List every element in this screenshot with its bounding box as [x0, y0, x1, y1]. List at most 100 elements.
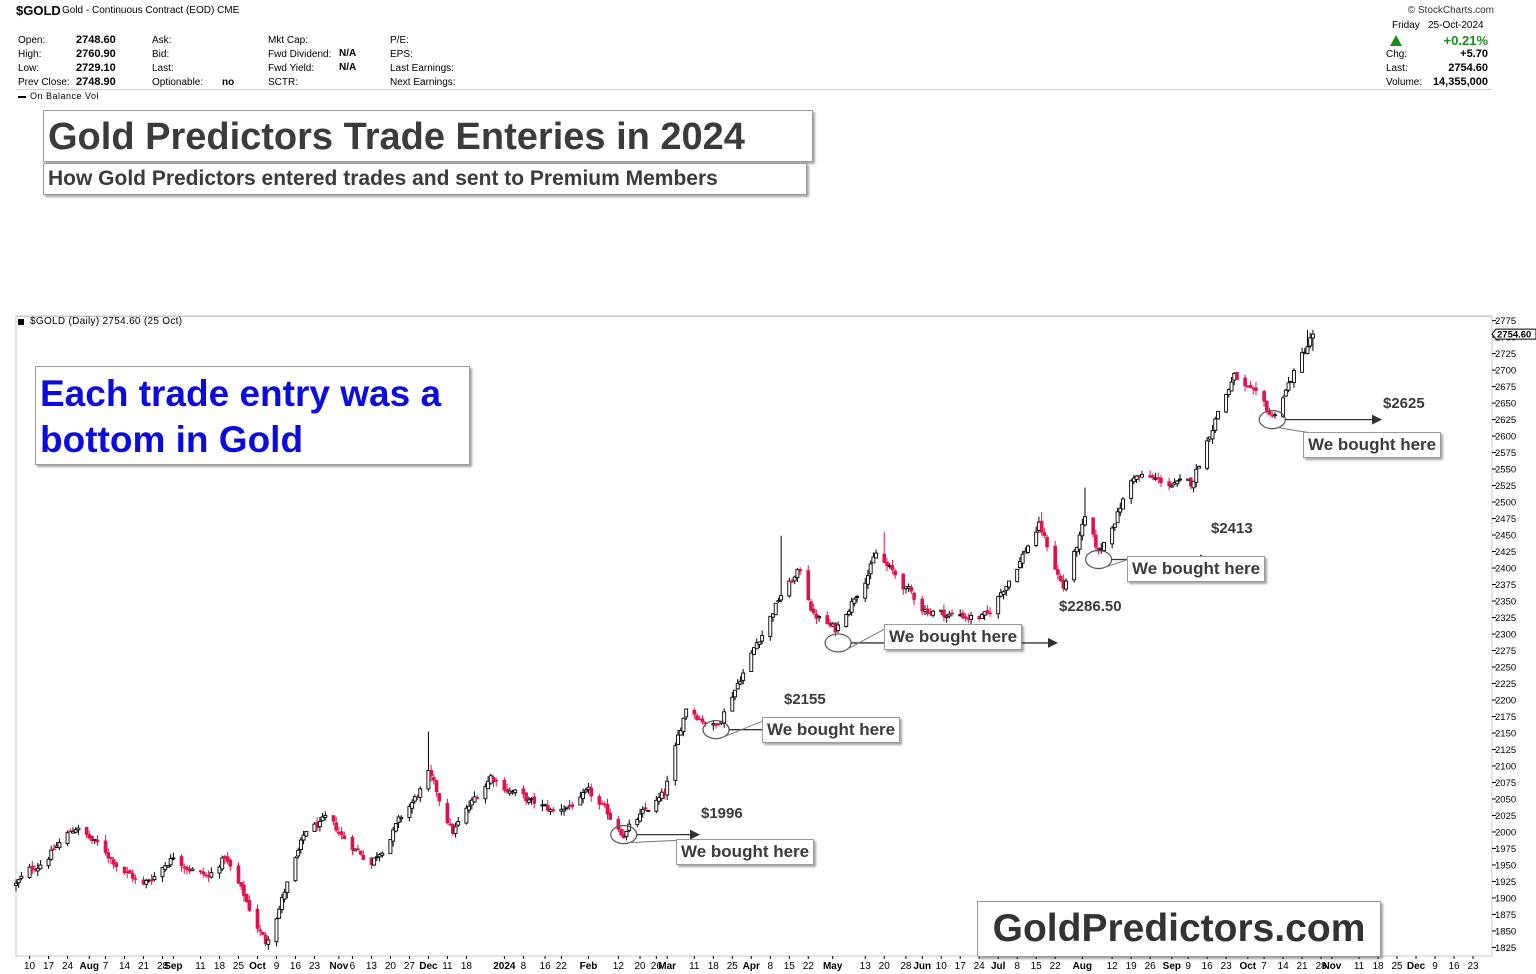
eps-label: EPS: — [390, 49, 413, 60]
x-tick-label: 18 — [461, 961, 473, 972]
candle-body — [296, 849, 301, 857]
candle-body — [301, 834, 306, 841]
candle-body — [920, 598, 925, 612]
candle-body — [562, 808, 567, 812]
candle-body — [1205, 440, 1210, 469]
x-tick-label: 7 — [103, 961, 109, 972]
candle-body — [624, 830, 629, 838]
y-tick-label: 2025 — [1495, 811, 1516, 822]
candle-body — [274, 918, 279, 943]
x-tick-label: Oct — [249, 961, 266, 972]
x-tick-label: 16 — [1202, 961, 1214, 972]
candle-body — [502, 779, 507, 791]
trade-4-label: We bought here — [1127, 556, 1266, 582]
x-tick-label: 15 — [1031, 961, 1043, 972]
y-tick-label: 2250 — [1495, 663, 1516, 674]
x-tick-label: 23 — [1467, 961, 1479, 972]
candle-body — [912, 592, 916, 600]
candle-body — [733, 689, 737, 698]
candle-body — [738, 680, 743, 685]
candle-body — [168, 857, 173, 866]
candle-body — [985, 610, 990, 614]
candle-body — [676, 734, 680, 746]
x-tick-label: Oct — [1239, 961, 1256, 972]
candle-body — [640, 809, 645, 814]
candle-body — [236, 865, 241, 884]
up-arrow-icon — [1390, 35, 1402, 46]
candle-body — [304, 830, 309, 837]
candle-body — [201, 871, 206, 875]
plot-frame — [15, 315, 1493, 957]
candle-body — [1291, 370, 1296, 384]
x-tick-label: 8 — [521, 961, 527, 972]
candle-body — [258, 929, 262, 932]
x-tick-label: 21 — [1297, 961, 1309, 972]
x-tick-label: Apr — [743, 961, 760, 972]
candle-body — [1058, 575, 1063, 582]
candle-body — [1191, 480, 1196, 489]
candle-body — [730, 696, 735, 712]
y-tick-label: 2275 — [1495, 646, 1516, 657]
candle-body — [678, 730, 683, 736]
x-tick-label: 12 — [1107, 961, 1119, 972]
x-tick-label: Aug — [1073, 961, 1092, 972]
candle-body — [95, 839, 100, 843]
x-tick-label: Aug — [80, 961, 99, 972]
x-tick-label: May — [823, 961, 843, 972]
trade-1-label: We bought here — [676, 839, 815, 865]
y-tick-label: 2775 — [1495, 316, 1516, 327]
candle-body — [1210, 430, 1215, 440]
y-tick-label: 2225 — [1495, 679, 1516, 690]
candle-body — [1216, 410, 1220, 420]
candle-body — [776, 600, 781, 603]
candle-body — [103, 840, 108, 853]
candle-body — [855, 595, 860, 598]
candle-body — [298, 839, 303, 851]
candle-body — [654, 799, 659, 812]
candle-body — [947, 613, 952, 617]
fwd-yield-label: Fwd Yield: — [268, 63, 315, 74]
x-tick-label: 13 — [366, 961, 378, 972]
candle-body — [279, 897, 284, 910]
x-tick-label: 2024 — [493, 961, 516, 972]
candle-body — [277, 908, 282, 919]
candle-body — [494, 779, 499, 782]
candle-body — [885, 561, 889, 566]
candle-body — [90, 835, 94, 842]
candle-body — [909, 586, 914, 592]
candle-body — [1056, 569, 1060, 575]
x-tick-label: 12 — [613, 961, 625, 972]
candle-body — [52, 848, 56, 851]
candle-body — [247, 899, 252, 911]
trade-arrow-head — [690, 829, 700, 840]
candle-body — [545, 805, 550, 811]
candle-body — [752, 647, 756, 655]
trade-arrow-head — [1048, 637, 1058, 648]
y-tick-label: 1850 — [1495, 926, 1516, 937]
last-earnings-label: Last Earnings: — [390, 63, 454, 74]
candle-body — [356, 848, 360, 851]
y-tick-label: 2725 — [1495, 349, 1516, 360]
symbol: $GOLD — [16, 3, 61, 18]
candle-body — [695, 715, 699, 720]
candle-body — [1039, 520, 1044, 533]
candle-body — [673, 745, 678, 781]
candle-body — [657, 797, 661, 802]
y-tick-label: 2675 — [1495, 382, 1516, 393]
open-label: Open: — [18, 35, 46, 46]
candle-body — [1281, 397, 1286, 417]
y-tick-label: 2450 — [1495, 531, 1516, 542]
x-tick-label: 22 — [556, 961, 568, 972]
bid-label: Bid: — [152, 49, 170, 60]
website-banner: GoldPredictors.com — [977, 901, 1381, 957]
candle-body — [942, 609, 946, 617]
candle-body — [944, 615, 949, 618]
x-tick-label: 9 — [1185, 961, 1191, 972]
candle-body — [979, 613, 984, 620]
x-tick-label: Sep — [164, 961, 182, 972]
x-tick-label: 13 — [860, 961, 872, 972]
y-tick-label: 2375 — [1495, 580, 1516, 591]
candle-body — [185, 866, 189, 871]
y-tick-label: 1825 — [1495, 943, 1516, 954]
y-tick-label: 2475 — [1495, 514, 1516, 525]
